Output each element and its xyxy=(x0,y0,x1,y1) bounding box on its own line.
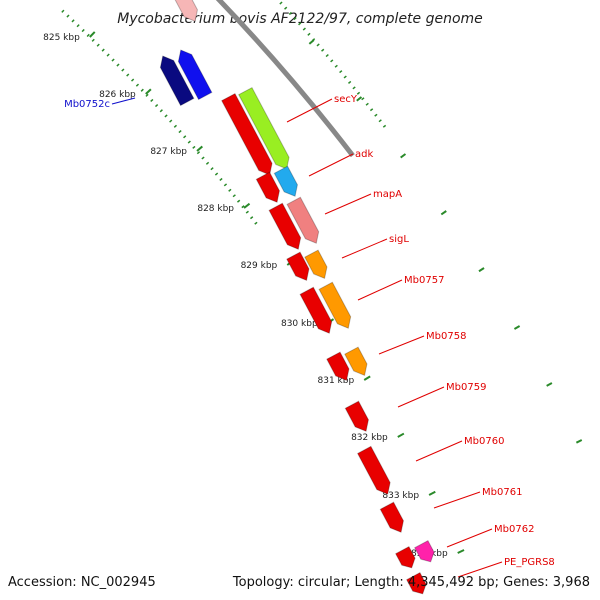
gene-label-leader xyxy=(111,97,136,105)
gene-label: Mb0760 xyxy=(464,436,504,447)
gene-label-leader xyxy=(397,386,445,408)
scale-tick xyxy=(356,96,363,102)
cog-arrow xyxy=(304,249,328,280)
gene-arrow xyxy=(299,286,333,334)
gene-arrow xyxy=(255,171,280,203)
scale-tick-label: 829 kbp xyxy=(241,261,278,271)
scale-tick xyxy=(440,210,447,216)
scale-tick xyxy=(89,31,96,38)
gene-label: mapA xyxy=(373,189,402,200)
gene-label-leader xyxy=(433,491,481,509)
gene-label-leader xyxy=(341,238,388,259)
genome-backbone xyxy=(215,0,355,158)
scale-tick xyxy=(428,490,436,496)
scale-tick-label: 833 kbp xyxy=(382,491,419,501)
gene-label-leader xyxy=(446,528,493,548)
gene-label-leader xyxy=(324,193,372,215)
gene-arrow xyxy=(159,55,195,107)
scale-tick xyxy=(397,432,405,438)
gene-arrow xyxy=(177,49,213,101)
inner-scale-arc xyxy=(61,9,261,229)
scale-tick-label: 827 kbp xyxy=(150,147,187,157)
gene-label: PE_PGRS8 xyxy=(504,557,555,568)
gene-label: Mb0762 xyxy=(494,524,534,535)
scale-tick xyxy=(308,39,315,45)
scale-tick-label: 828 kbp xyxy=(197,204,234,214)
gene-label-leader xyxy=(378,335,425,355)
gene-label-leader xyxy=(286,98,333,123)
scale-tick xyxy=(243,202,251,209)
scale-tick xyxy=(196,145,203,152)
gene-label-leader xyxy=(415,440,463,462)
gene-arrow xyxy=(379,501,404,533)
scale-tick xyxy=(457,549,465,554)
cog-arrow xyxy=(238,86,290,170)
scale-tick-label: 832 kbp xyxy=(351,433,388,443)
gene-arrow xyxy=(173,0,198,22)
genome-summary: Topology: circular; Length: 4,345,492 bp… xyxy=(232,575,590,590)
gene-arrow xyxy=(221,92,273,176)
cog-arrow xyxy=(414,539,435,563)
gene-arrow xyxy=(286,251,310,282)
gene-label-leader xyxy=(357,279,403,301)
scale-tick xyxy=(145,88,152,95)
scale-tick-label: 825 kbp xyxy=(43,33,80,43)
scale-tick xyxy=(400,153,407,159)
gene-track: Mb0752c secY adk mapA sigL Mb0757 Mb0758 Mb0759… xyxy=(64,0,555,595)
gene-label-leader xyxy=(457,561,503,578)
cog-arrow xyxy=(318,281,352,329)
gene-label: Mb0759 xyxy=(446,382,486,393)
gene-label: adk xyxy=(355,149,373,160)
cog-arrow xyxy=(273,165,298,197)
gene-arrow xyxy=(268,202,302,250)
scale-tick xyxy=(363,375,371,381)
gene-label: secY xyxy=(334,94,358,105)
gene-arrow xyxy=(395,545,416,569)
gene-label: sigL xyxy=(389,234,409,245)
gene-label: Mb0752c xyxy=(64,99,110,110)
scale-tick xyxy=(546,382,553,387)
cog-arrow xyxy=(344,346,368,377)
backbone-arc xyxy=(215,0,355,158)
scale-tick xyxy=(513,325,521,330)
map-title: Mycobacterium bovis AF2122/97, complete … xyxy=(117,11,483,27)
gene-arrow xyxy=(356,445,391,495)
gene-label-leader xyxy=(308,153,354,177)
scale-tick-label: 826 kbp xyxy=(99,90,136,100)
scale-tick-label: 831 kbp xyxy=(318,376,355,386)
gene-arrow xyxy=(344,400,369,432)
scale-tick-label: 830 kbp xyxy=(281,319,318,329)
gene-label: Mb0761 xyxy=(482,487,522,498)
accession-label: Accession: NC_002945 xyxy=(8,575,156,590)
scale-tick xyxy=(575,439,583,444)
gene-label: Mb0758 xyxy=(426,331,466,342)
scale-tick xyxy=(478,267,485,273)
cog-arrow xyxy=(286,196,320,244)
gene-arrow xyxy=(326,351,350,382)
kbp-ruler: 825 kbp 826 kbp 827 kbp 828 kbp 829 kbp 830 k… xyxy=(43,0,583,559)
gene-label: Mb0757 xyxy=(404,275,444,286)
gene-arrow xyxy=(406,571,427,595)
